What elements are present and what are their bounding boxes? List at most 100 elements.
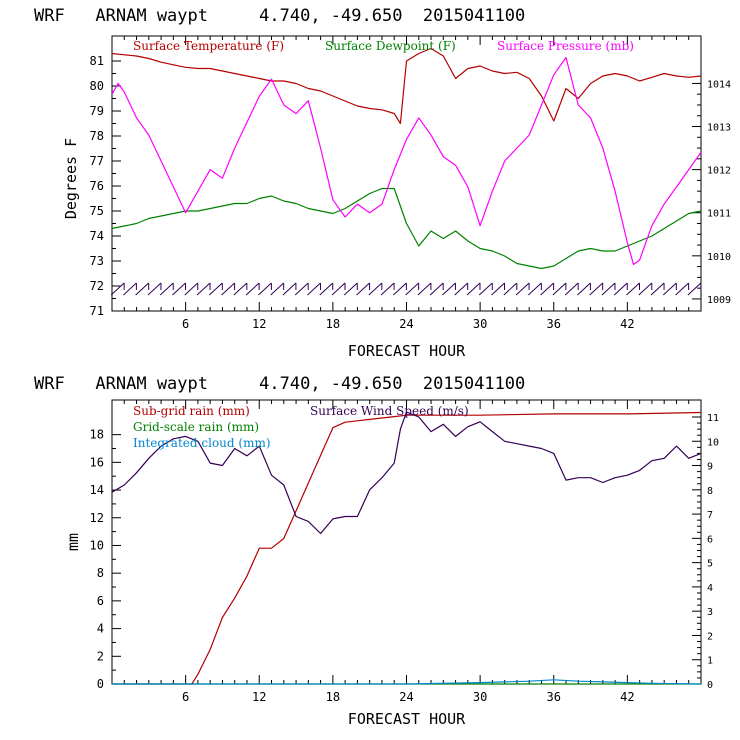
panel2-y2-tick-label: 1 bbox=[707, 656, 713, 667]
panel1-y-tick-label: 74 bbox=[90, 229, 104, 243]
panel1-wind-barb bbox=[208, 282, 223, 296]
panel1-x-tick-label: 6 bbox=[182, 317, 189, 331]
panel2-y2-tick-label: 5 bbox=[707, 559, 713, 570]
panel1-wind-barb bbox=[135, 282, 150, 296]
panel1-wind-barb bbox=[564, 282, 579, 296]
panel1-wind-barb bbox=[601, 282, 616, 296]
panel1-wind-barb bbox=[577, 282, 591, 296]
panel2-title: WRF ARNAM waypt 4.740, -49.650 201504110… bbox=[34, 374, 525, 394]
panel1-wind-barb bbox=[466, 282, 481, 296]
panel1-y2-tick-label: 1010 bbox=[707, 252, 731, 263]
panel2-series-line-integrated-cloud-mm bbox=[112, 679, 702, 685]
panel1-wind-barb bbox=[454, 282, 469, 296]
panel1-x-tick-label: 18 bbox=[326, 317, 340, 331]
panel2-y-tick-label: 16 bbox=[90, 455, 104, 469]
panel2-series-line-sub-grid-rain-mm bbox=[112, 411, 702, 685]
panel2-legend-entry: Grid-scale rain (mm) bbox=[133, 420, 259, 434]
panel1-series-line-surface-pressure-mb bbox=[111, 57, 702, 265]
panel1-wind-barb bbox=[172, 282, 186, 296]
panel1-series-line-surface-temperature-f bbox=[111, 47, 702, 125]
panel1-wind-barb bbox=[417, 282, 432, 296]
panel2-y-tick-label: 10 bbox=[90, 538, 104, 552]
panel1-wind-barb bbox=[675, 282, 689, 296]
panel1-wind-barb bbox=[515, 282, 530, 296]
panel2-y2-tick-label: 10 bbox=[707, 437, 719, 448]
panel1-wind-barb bbox=[184, 282, 199, 296]
panel1-y-tick-label: 81 bbox=[90, 54, 104, 68]
panel1-wind-barb bbox=[343, 282, 358, 296]
panel1-x-tick-label: 12 bbox=[252, 317, 266, 331]
panel1-wind-barb bbox=[196, 282, 211, 296]
panel1-wind-barb bbox=[638, 282, 653, 296]
panel1-wind-barb bbox=[368, 282, 383, 296]
panel2-x-tick-label: 24 bbox=[399, 690, 413, 704]
panel2-x-tick-label: 36 bbox=[547, 690, 561, 704]
panel1-wind-barb bbox=[233, 282, 248, 296]
panel2-y-axis-label: mm bbox=[64, 533, 82, 551]
panel1-legend-entry: Surface Dewpoint (F) bbox=[325, 39, 456, 53]
panel1-wind-barb bbox=[662, 282, 677, 296]
panel1-wind-barb bbox=[282, 282, 297, 296]
panel2-x-tick-label: 12 bbox=[252, 690, 266, 704]
panel1-wind-barb bbox=[307, 282, 321, 296]
panel1-wind-barb bbox=[123, 282, 137, 296]
panel1-plot-frame bbox=[111, 35, 702, 312]
panel1-wind-barb bbox=[687, 282, 702, 296]
panel2-legend-entry: Surface Wind Speed (m/s) bbox=[310, 404, 469, 418]
panel1-y-tick-label: 80 bbox=[90, 79, 104, 93]
panel1-series-line-surface-dewpoint-f bbox=[111, 187, 702, 270]
panel2-y2-tick-label: 3 bbox=[707, 607, 713, 618]
panel2-y-tick-label: 18 bbox=[90, 428, 104, 442]
panel1-x-tick-label: 36 bbox=[547, 317, 561, 331]
panel2-y-tick-label: 2 bbox=[97, 649, 104, 663]
panel2-y-tick-label: 6 bbox=[97, 594, 104, 608]
panel1-wind-barb bbox=[626, 282, 640, 296]
panel1-y-tick-label: 79 bbox=[90, 104, 104, 118]
panel1-wind-barb bbox=[294, 282, 309, 296]
panel1-wind-barb bbox=[245, 282, 260, 296]
panel2-y2-tick-label: 7 bbox=[707, 510, 713, 521]
panel1-wind-barb bbox=[552, 282, 567, 296]
panel2-y2-tick-label: 2 bbox=[707, 631, 713, 642]
panel2-x-tick-label: 6 bbox=[182, 690, 189, 704]
panel1-wind-barb bbox=[405, 282, 419, 296]
panel1-y-tick-label: 73 bbox=[90, 254, 104, 268]
panel2-y-tick-label: 8 bbox=[97, 566, 104, 580]
panel1-y-tick-label: 71 bbox=[90, 304, 104, 318]
panel2-y-tick-label: 0 bbox=[97, 677, 104, 691]
panel1-x-tick-label: 42 bbox=[620, 317, 634, 331]
panel1-x-axis-label: FORECAST HOUR bbox=[348, 342, 466, 360]
panel1-legend-entry: Surface Pressure (mb) bbox=[497, 39, 634, 53]
panel2-y2-tick-label: 4 bbox=[707, 583, 713, 594]
panel1-y-tick-label: 75 bbox=[90, 204, 104, 218]
panel2-legend-entry: Integrated cloud (mm) bbox=[133, 436, 271, 450]
panel2-y-tick-label: 12 bbox=[90, 511, 104, 525]
panel1-wind-barb bbox=[491, 282, 505, 296]
panel1-y2-tick-label: 1009 bbox=[707, 295, 731, 306]
panel1-wind-barb bbox=[442, 282, 456, 296]
panel1-legend-entry: Surface Temperature (F) bbox=[133, 39, 284, 53]
panel1-wind-barb bbox=[270, 282, 284, 296]
panel2-y2-tick-label: 8 bbox=[707, 486, 713, 497]
panel1-wind-barb bbox=[159, 282, 174, 296]
panel1-wind-barb bbox=[380, 282, 395, 296]
panel1-y2-tick-label: 1014 bbox=[707, 79, 731, 90]
panel2-y2-tick-label: 9 bbox=[707, 462, 713, 473]
panel2-x-tick-label: 42 bbox=[620, 690, 634, 704]
panel1-y-tick-label: 76 bbox=[90, 179, 104, 193]
panel2-x-axis-label: FORECAST HOUR bbox=[348, 710, 466, 728]
panel2-y-tick-label: 4 bbox=[97, 622, 104, 636]
panel1-wind-barb bbox=[221, 282, 235, 296]
panel1-y-tick-label: 72 bbox=[90, 279, 104, 293]
panel2-x-tick-label: 30 bbox=[473, 690, 487, 704]
panel1-title: WRF ARNAM waypt 4.740, -49.650 201504110… bbox=[34, 6, 525, 26]
panel2-legend-entry: Sub-grid rain (mm) bbox=[133, 404, 250, 418]
panel1-y-axis-label: Degrees F bbox=[62, 138, 80, 219]
panel1-x-tick-label: 24 bbox=[399, 317, 413, 331]
panel1-y-tick-label: 78 bbox=[90, 129, 104, 143]
panel1-wind-barb bbox=[147, 282, 162, 296]
panel1-y2-tick-label: 1011 bbox=[707, 209, 731, 220]
panel1-wind-barb bbox=[478, 282, 493, 296]
panel1-wind-barb bbox=[540, 282, 554, 296]
